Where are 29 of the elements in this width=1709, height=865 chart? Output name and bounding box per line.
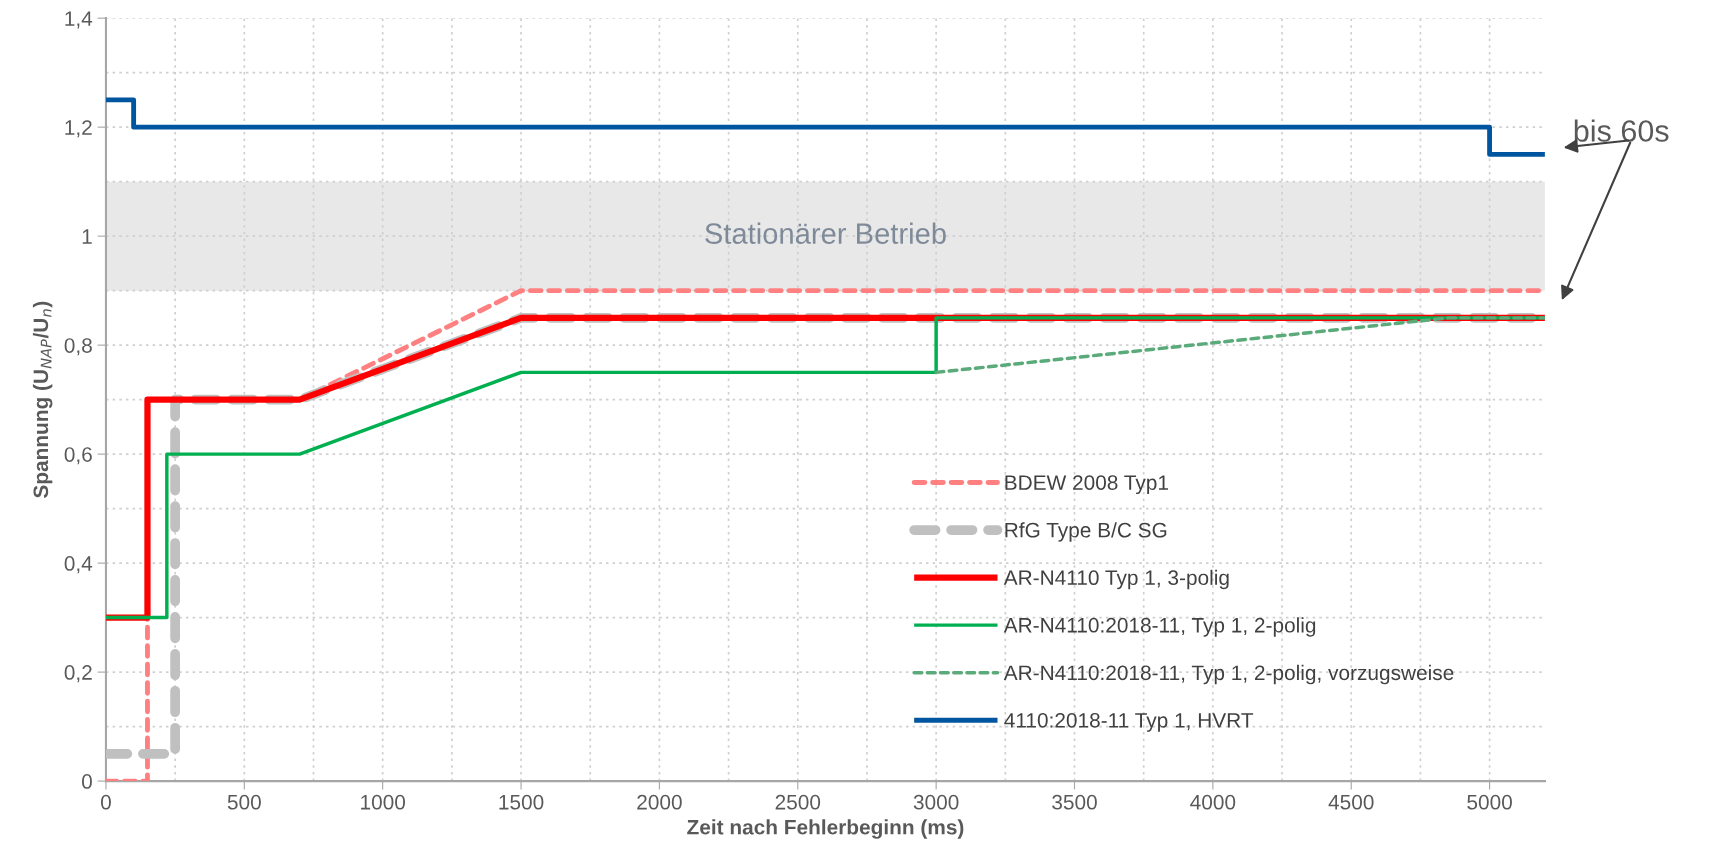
y-tick-label: 1 [82, 229, 92, 244]
x-tick-label: 3000 [913, 794, 959, 810]
x-tick-label: 2500 [775, 794, 821, 810]
y-tick-label: 0,4 [64, 556, 93, 574]
legend-label: RfG Type B/C SG [1005, 522, 1167, 542]
y-tick-label: 1,4 [65, 11, 93, 29]
x-tick-label: 1000 [361, 794, 406, 810]
x-tick-label: 2000 [637, 794, 682, 810]
y-tick-label: 0,2 [64, 665, 92, 683]
x-tick-label: 5000 [1467, 794, 1512, 810]
y-tick-label: 0,8 [64, 338, 92, 356]
legend-label: BDEW 2008 Typ1 [1005, 475, 1168, 495]
y-tick-label: 0,6 [64, 447, 92, 465]
legend-label: AR-N4110:2018-11, Typ 1, 2-polig [1003, 617, 1316, 637]
band-label: Stationärer Betrieb [705, 222, 946, 244]
x-tick-label: 4500 [1328, 794, 1374, 810]
legend-label: AR-N4110 Typ 1, 3-polig [1003, 569, 1229, 590]
x-tick-label: 3500 [1052, 794, 1097, 810]
text: bis 60s [1574, 119, 1669, 142]
x-tick-label: 4000 [1190, 794, 1236, 810]
x-tick-label: 0 [100, 794, 111, 810]
legend-label: AR-N4110:2018-11, Typ 1, 2-polig, vorzugsweise [1003, 664, 1454, 685]
y-tick-label: 1,2 [65, 120, 92, 138]
x-axis-title: Zeit nach Fehlerbeginn (ms) [687, 819, 964, 839]
y-tick-label: 0 [81, 774, 92, 789]
x-tick-label: 500 [227, 794, 261, 810]
legend-label: 4110:2018-11 Typ 1, HVRT [1004, 712, 1254, 732]
x-tick-label: 1500 [499, 794, 544, 810]
y-axis-title: Spannung (U$_{NAP}$/U$_{n}$) [32, 301, 53, 498]
